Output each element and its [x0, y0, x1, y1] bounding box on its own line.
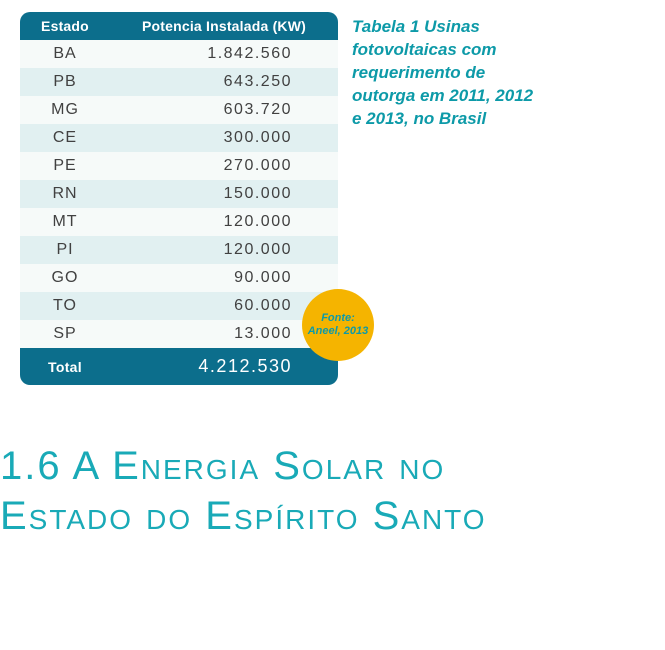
badge-line1: Fonte:	[321, 312, 355, 325]
table-row: SP13.000	[20, 320, 338, 348]
cell-potencia: 120.000	[110, 236, 338, 264]
table-row: GO90.000	[20, 264, 338, 292]
cell-potencia: 120.000	[110, 208, 338, 236]
table-caption: Tabela 1 Usinas fotovoltaicas com requer…	[352, 12, 542, 131]
cell-potencia: 1.842.560	[110, 40, 338, 68]
table-row: PE270.000	[20, 152, 338, 180]
table-row: RN150.000	[20, 180, 338, 208]
cell-estado: SP	[20, 320, 110, 348]
cell-estado: RN	[20, 180, 110, 208]
total-label: Total	[20, 348, 110, 385]
cell-potencia: 150.000	[110, 180, 338, 208]
table-row: BA1.842.560	[20, 40, 338, 68]
power-table: Estado Potencia Instalada (KW) BA1.842.5…	[20, 12, 338, 385]
table-row: CE300.000	[20, 124, 338, 152]
col-header-estado: Estado	[20, 12, 110, 40]
cell-potencia: 270.000	[110, 152, 338, 180]
heading-line2: Estado do Espírito Santo	[0, 491, 665, 541]
cell-estado: PE	[20, 152, 110, 180]
cell-estado: MT	[20, 208, 110, 236]
cell-estado: BA	[20, 40, 110, 68]
source-badge: Fonte: Aneel, 2013	[302, 289, 374, 361]
section-heading: 1.6 A Energia Solar no Estado do Espírit…	[0, 441, 665, 541]
cell-potencia: 90.000	[110, 264, 338, 292]
cell-potencia: 603.720	[110, 96, 338, 124]
cell-estado: GO	[20, 264, 110, 292]
table-row: PI120.000	[20, 236, 338, 264]
table-row: PB643.250	[20, 68, 338, 96]
cell-estado: CE	[20, 124, 110, 152]
table-row: MT120.000	[20, 208, 338, 236]
cell-estado: MG	[20, 96, 110, 124]
cell-estado: PB	[20, 68, 110, 96]
total-value: 4.212.530	[110, 348, 338, 385]
cell-potencia: 300.000	[110, 124, 338, 152]
cell-estado: PI	[20, 236, 110, 264]
heading-line1: 1.6 A Energia Solar no	[0, 441, 665, 491]
cell-estado: TO	[20, 292, 110, 320]
cell-potencia: 643.250	[110, 68, 338, 96]
table-row: MG603.720	[20, 96, 338, 124]
table-row: TO60.000	[20, 292, 338, 320]
badge-line2: Aneel, 2013	[308, 325, 369, 338]
col-header-potencia: Potencia Instalada (KW)	[110, 12, 338, 40]
